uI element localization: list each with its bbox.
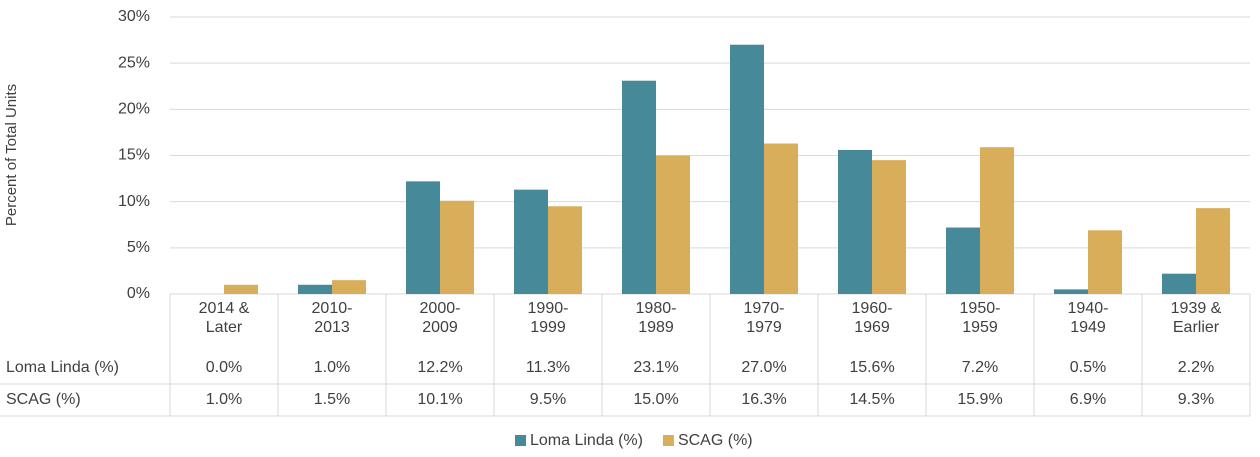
x-tick-label: 1960-1969 <box>851 300 893 336</box>
table-cell: 27.0% <box>741 359 786 376</box>
x-tick-label: 2010-2013 <box>311 300 353 336</box>
y-tick-label: 20% <box>118 101 150 118</box>
table-cell: 14.5% <box>849 391 894 408</box>
table-cell: 12.2% <box>417 359 462 376</box>
x-tick-label: 2014 & Later <box>198 300 250 336</box>
table-cell: 1.5% <box>314 391 350 408</box>
y-tick-label: 0% <box>127 285 150 302</box>
table-cell: 10.1% <box>417 391 462 408</box>
bar <box>656 155 690 294</box>
bar <box>1196 208 1230 294</box>
legend-label: Loma Linda (%) <box>530 432 643 449</box>
table-cell: 11.3% <box>526 359 570 376</box>
bar <box>332 280 366 294</box>
table-cell: 1.0% <box>314 359 350 376</box>
x-tick-label: 1939 & Earlier <box>1170 300 1222 336</box>
table-cell: 16.3% <box>741 391 786 408</box>
bar <box>946 227 980 294</box>
bar <box>730 44 764 295</box>
x-tick-label: 1970-1979 <box>743 300 785 336</box>
legend-swatch <box>515 435 526 446</box>
x-tick-label: 1980-1989 <box>635 300 677 336</box>
x-tick-label: 1940-1949 <box>1067 300 1109 336</box>
bar <box>514 189 548 294</box>
bar <box>548 206 582 294</box>
y-axis-label: Percent of Total Units <box>3 84 20 226</box>
bar <box>980 147 1014 294</box>
table-cell: 6.9% <box>1070 391 1106 408</box>
table-cell: 23.1% <box>633 359 678 376</box>
bar <box>1088 230 1122 294</box>
legend-label: SCAG (%) <box>678 432 753 449</box>
table-cell: 2.2% <box>1178 359 1214 376</box>
x-tick-label: 1990-1999 <box>527 300 569 336</box>
table-cell: 1.0% <box>206 391 242 408</box>
legend-swatch <box>662 435 674 446</box>
y-tick-label: 5% <box>127 239 150 256</box>
table-cell: 9.3% <box>1178 391 1214 408</box>
bar <box>872 160 906 294</box>
bar <box>622 80 656 295</box>
bar <box>298 284 332 294</box>
table-cell: 9.5% <box>530 391 566 408</box>
y-tick-label: 15% <box>118 147 150 164</box>
bar <box>1054 289 1088 294</box>
bar <box>440 200 474 294</box>
table-cell: 15.0% <box>633 391 678 408</box>
bar <box>1162 273 1196 294</box>
bar <box>764 143 798 294</box>
y-tick-label: 30% <box>118 8 150 25</box>
table-row-label: Loma Linda (%) <box>6 359 119 376</box>
table-cell: 15.6% <box>849 359 894 376</box>
table-cell: 7.2% <box>962 359 998 376</box>
y-tick-label: 25% <box>118 54 150 71</box>
table-cell: 15.9% <box>957 391 1002 408</box>
bar <box>406 181 440 294</box>
bar <box>224 284 258 294</box>
table-row-label: SCAG (%) <box>6 391 81 408</box>
x-tick-label: 2000-2009 <box>419 300 461 336</box>
table-cell: 0.5% <box>1070 359 1106 376</box>
bar <box>838 149 872 294</box>
y-tick-label: 10% <box>118 193 150 210</box>
table-cell: 0.0% <box>206 359 242 376</box>
x-tick-label: 1950-1959 <box>959 300 1001 336</box>
